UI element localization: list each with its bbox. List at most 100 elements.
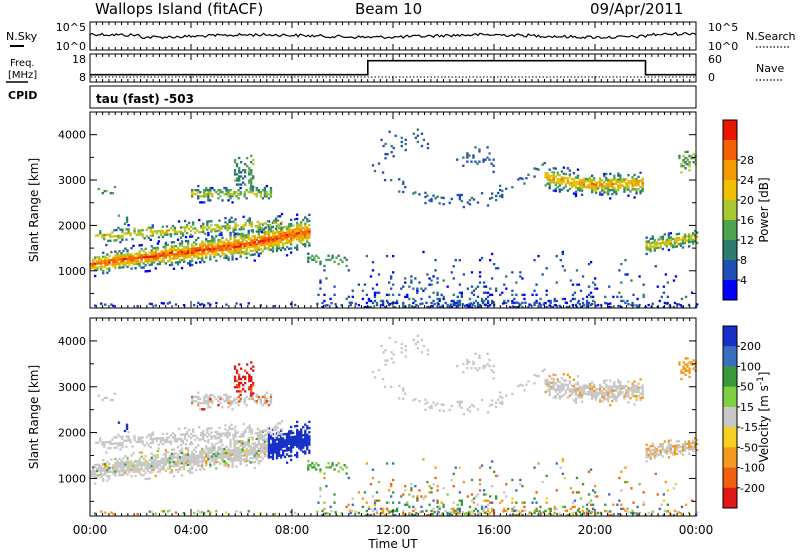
- heatmap-cell: [635, 304, 638, 307]
- heatmap-cell: [231, 451, 234, 454]
- heatmap-cell: [239, 397, 242, 401]
- heatmap-cell: [402, 285, 405, 288]
- heatmap-cell: [136, 470, 139, 473]
- heatmap-cell: [294, 435, 297, 438]
- heatmap-cell: [123, 232, 126, 235]
- heatmap-cell: [150, 458, 153, 462]
- heatmap-cell: [124, 261, 127, 265]
- heatmap-cell: [158, 462, 162, 465]
- heatmap-cell: [639, 185, 642, 189]
- heatmap-cell: [681, 453, 685, 456]
- heatmap-cell: [560, 178, 564, 181]
- heatmap-cell: [645, 236, 648, 239]
- heatmap-cell: [623, 395, 626, 398]
- heatmap-cell: [392, 146, 395, 150]
- heatmap-cell: [575, 269, 579, 272]
- heatmap-cell: [631, 388, 634, 392]
- heatmap-cell: [174, 257, 178, 260]
- heatmap-cell: [688, 163, 691, 166]
- heatmap-cell: [265, 239, 269, 242]
- heatmap-cell: [554, 183, 557, 187]
- heatmap-cell: [211, 241, 214, 244]
- heatmap-cell: [623, 180, 626, 183]
- heatmap-cell: [572, 391, 576, 394]
- heatmap-cell: [263, 446, 267, 449]
- heatmap-cell: [214, 223, 217, 227]
- heatmap-cell: [186, 225, 189, 229]
- heatmap-cell: [187, 469, 190, 473]
- heatmap-cell: [687, 448, 691, 451]
- heatmap-cell: [255, 248, 258, 252]
- heatmap-cell: [244, 377, 247, 381]
- heatmap-cell: [194, 227, 197, 230]
- heatmap-cell: [248, 379, 251, 383]
- heatmap-cell: [323, 501, 326, 504]
- heatmap-cell: [140, 474, 143, 477]
- heatmap-cell: [105, 451, 108, 454]
- heatmap-cell: [150, 452, 153, 455]
- heatmap-cell: [244, 375, 247, 379]
- heatmap-cell: [213, 249, 216, 252]
- heatmap-cell: [637, 394, 640, 398]
- heatmap-cell: [199, 201, 202, 204]
- heatmap-cell: [552, 177, 555, 180]
- heatmap-cell: [122, 255, 125, 259]
- heatmap-cell: [215, 259, 218, 262]
- heatmap-cell: [631, 301, 634, 305]
- heatmap-cell: [653, 249, 656, 252]
- heatmap-cell: [279, 448, 283, 451]
- heatmap-cell: [631, 384, 634, 388]
- heatmap-cell: [257, 435, 261, 438]
- heatmap-cell: [331, 254, 334, 257]
- heatmap-cell: [176, 257, 180, 260]
- heatmap-cell: [227, 258, 230, 261]
- heatmap-cell: [190, 441, 193, 444]
- heatmap-cell: [257, 191, 261, 194]
- heatmap-cell: [523, 182, 526, 185]
- heatmap-cell: [591, 191, 594, 194]
- heatmap-cell: [434, 269, 437, 272]
- heatmap-cell: [182, 455, 186, 459]
- heatmap-cell: [495, 289, 498, 292]
- heatmap-cell: [285, 229, 289, 232]
- heatmap-cell: [619, 174, 622, 177]
- heatmap-cell: [184, 447, 188, 450]
- heatmap-cell: [238, 400, 241, 403]
- heatmap-cell: [116, 260, 119, 263]
- heatmap-cell: [617, 188, 620, 192]
- heatmap-cell: [124, 469, 127, 472]
- heatmap-cell: [176, 250, 180, 254]
- heatmap-cell: [218, 219, 221, 222]
- heatmap-cell: [230, 423, 233, 426]
- heatmap-cell: [290, 458, 293, 462]
- heatmap-cell: [202, 222, 205, 226]
- heatmap-cell: [231, 193, 234, 196]
- heatmap-cell: [152, 468, 155, 472]
- heatmap-cell: [150, 253, 153, 256]
- heatmap-cell: [193, 241, 196, 244]
- heatmap-cell: [205, 193, 208, 196]
- heatmap-cell: [460, 193, 464, 197]
- heatmap-cell: [267, 443, 271, 447]
- heatmap-cell: [275, 241, 279, 244]
- nave-label: Nave: [756, 62, 784, 75]
- heatmap-cell: [558, 180, 561, 183]
- heatmap-cell: [203, 242, 206, 245]
- heatmap-cell: [683, 440, 687, 444]
- heatmap-cell: [161, 231, 165, 235]
- heatmap-cell: [173, 232, 177, 236]
- heatmap-cell: [198, 231, 201, 234]
- heatmap-cell: [238, 228, 241, 231]
- heatmap-cell: [677, 232, 681, 236]
- heatmap-cell: [101, 443, 104, 446]
- heatmap-cell: [361, 297, 365, 301]
- heatmap-cell: [683, 447, 687, 450]
- heatmap-cell: [118, 264, 121, 267]
- heatmap-cell: [582, 392, 586, 395]
- heatmap-cell: [308, 213, 311, 217]
- heatmap-cell: [493, 263, 496, 266]
- heatmap-cell: [550, 377, 553, 380]
- heatmap-cell: [245, 447, 248, 450]
- heatmap-cell: [208, 226, 211, 229]
- heatmap-cell: [633, 196, 636, 199]
